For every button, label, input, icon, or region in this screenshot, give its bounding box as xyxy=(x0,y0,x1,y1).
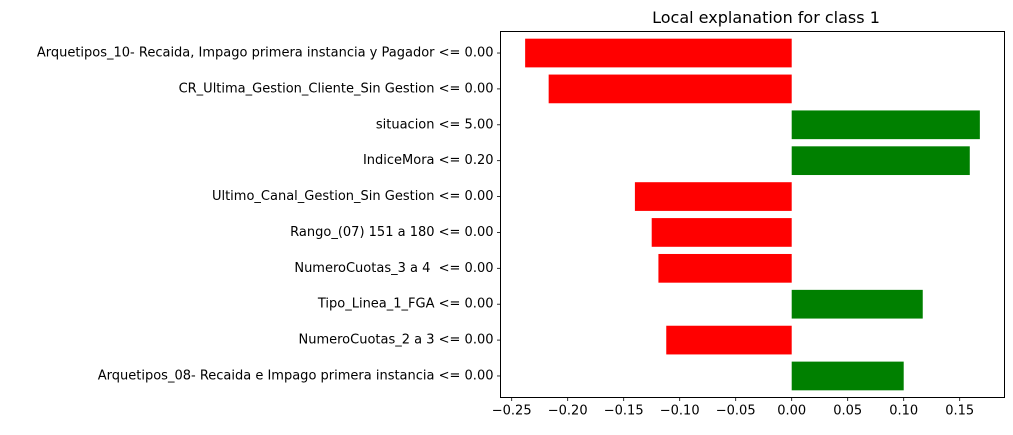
x-tick-label: −0.25 xyxy=(492,404,532,419)
y-tick-label: NumeroCuotas_3 a 4 <= 0.00 xyxy=(294,261,493,276)
y-tick-label: NumeroCuotas_2 a 3 <= 0.00 xyxy=(298,333,493,348)
bar xyxy=(791,110,980,140)
y-tick-label: situacion <= 5.00 xyxy=(376,117,494,132)
x-tick-label: 0.00 xyxy=(777,404,806,419)
x-tick-label: 0.10 xyxy=(889,404,918,419)
bar xyxy=(634,182,792,211)
bar xyxy=(651,218,792,247)
chart-title: Local explanation for class 1 xyxy=(652,8,880,27)
y-tick-label: CR_Ultima_Gestion_Cliente_Sin Gestion <=… xyxy=(179,81,494,96)
y-tick-label: Tipo_Linea_1_FGA <= 0.00 xyxy=(317,297,494,312)
bars-layer xyxy=(525,38,980,391)
y-tick-label: Ultimo_Canal_Gestion_Sin Gestion <= 0.00 xyxy=(212,189,494,204)
bar xyxy=(548,74,792,104)
bar xyxy=(791,289,923,319)
x-tick-label: −0.05 xyxy=(716,404,756,419)
x-tick-label: −0.15 xyxy=(604,404,644,419)
x-tick-label: 0.05 xyxy=(833,404,862,419)
bar xyxy=(791,361,904,391)
y-tick-label: Rango_(07) 151 a 180 <= 0.00 xyxy=(290,225,493,240)
bar xyxy=(791,146,970,176)
y-tick-label: Arquetipos_08- Recaida e Impago primera … xyxy=(98,368,494,383)
bar xyxy=(525,38,792,68)
x-axis-ticks: −0.25 −0.20 −0.15 −0.10 −0.05 0.00 0.05 0.10 0.1… xyxy=(492,397,974,419)
x-tick-label: −0.10 xyxy=(660,404,700,419)
bar xyxy=(666,325,792,355)
y-axis-ticks: Arquetipos_10- Recaida, Impago primera i… xyxy=(37,46,501,383)
x-tick-label: 0.15 xyxy=(945,404,974,419)
x-tick-label: −0.20 xyxy=(548,404,588,419)
y-tick-label: IndiceMora <= 0.20 xyxy=(363,153,494,168)
y-tick-label: Arquetipos_10- Recaida, Impago primera i… xyxy=(37,46,494,61)
plot-frame xyxy=(500,31,1005,398)
bar xyxy=(658,253,792,283)
